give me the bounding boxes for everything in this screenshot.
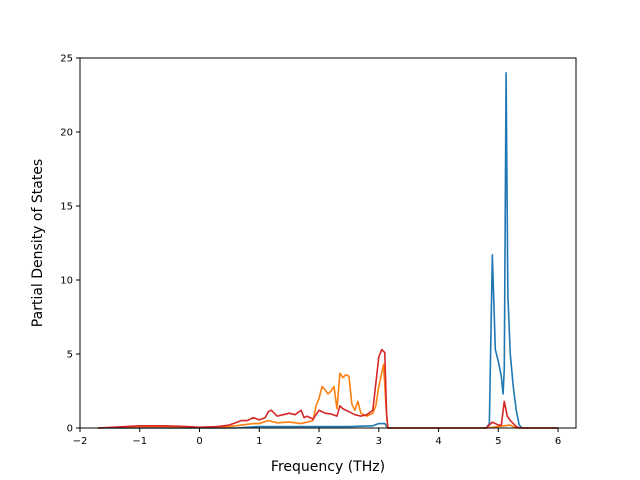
x-tick-label: −1	[132, 436, 147, 447]
series-layer	[97, 72, 559, 429]
series-line-2	[97, 363, 559, 429]
x-tick-label: 1	[256, 436, 262, 447]
x-tick-label: 3	[376, 436, 382, 447]
series-line-1	[97, 72, 559, 429]
plot-frame	[79, 57, 577, 429]
y-tick-label: 25	[60, 54, 73, 65]
plot-area	[80, 58, 576, 428]
y-axis-label: Partial Density of States	[30, 159, 46, 327]
y-tick-label: 0	[67, 424, 73, 435]
x-tick-label: 2	[316, 436, 322, 447]
x-tick-label: 5	[495, 436, 501, 447]
y-axis-ticks: 0 5 10 15 20 25	[60, 54, 80, 435]
y-tick-label: 15	[60, 202, 73, 213]
x-tick-label: 0	[196, 436, 202, 447]
x-tick-label: −2	[73, 436, 88, 447]
x-axis-ticks: −2 −1 0 1 2 3 4 5 6	[73, 428, 561, 447]
x-axis-label: Frequency (THz)	[271, 459, 385, 475]
x-tick-label: 4	[435, 436, 441, 447]
series-line-3	[97, 348, 559, 429]
x-tick-label: 6	[555, 436, 561, 447]
y-tick-label: 20	[60, 128, 73, 139]
y-tick-label: 5	[67, 350, 73, 361]
y-tick-label: 10	[60, 276, 73, 287]
